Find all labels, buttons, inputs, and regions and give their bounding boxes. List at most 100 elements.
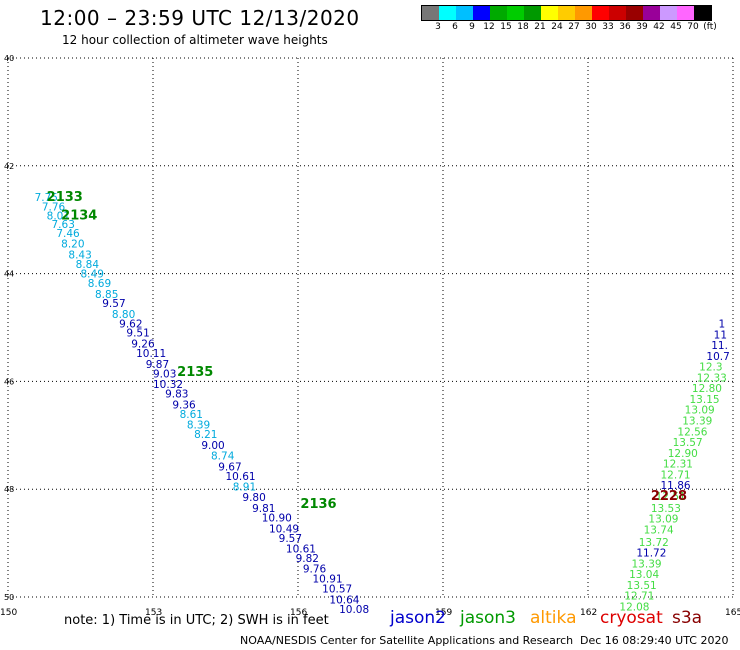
- wave-height-value: 10.61: [286, 543, 316, 555]
- longitude-tick-label: 159: [435, 608, 452, 618]
- latitude-tick-label: 40: [4, 54, 14, 63]
- latitude-tick-label: 48: [4, 485, 14, 494]
- color-scale-label: 39: [636, 22, 648, 32]
- wave-height-value: 11.: [711, 340, 728, 352]
- latitude-tick-label: 46: [4, 377, 14, 386]
- wave-height-value: 9.57: [279, 533, 302, 545]
- axis-ticks: 150 153 156 159 162 165 40 42 44 46 48 50: [0, 54, 740, 618]
- wave-height-value: 10.7: [706, 351, 729, 363]
- longitude-tick-label: 162: [580, 608, 597, 618]
- color-swatch: [507, 6, 524, 20]
- track-label: 2134: [61, 209, 97, 224]
- longitude-tick-label: 156: [290, 608, 307, 618]
- color-swatch: [439, 6, 456, 20]
- satellite-legend-item: cryosat: [600, 608, 663, 628]
- wave-height-value: 9.57: [102, 298, 125, 310]
- wave-height-value: 10.61: [226, 471, 256, 483]
- wave-height-value: 13.51: [627, 580, 657, 592]
- color-scale-label: 24: [551, 22, 563, 32]
- satellite-legend-item: jason3: [460, 608, 516, 628]
- wave-height-value: 13.09: [648, 514, 678, 526]
- wave-height-value: 9.51: [126, 328, 149, 340]
- track-label: 2133: [47, 190, 83, 205]
- credit-text: NOAA/NESDIS Center for Satellite Applica…: [240, 634, 574, 647]
- color-swatch: [473, 6, 490, 20]
- color-scale-label: 12: [483, 22, 495, 32]
- color-scale-label: 42: [653, 22, 665, 32]
- color-swatch: [694, 6, 711, 20]
- wave-height-value: 8.39: [187, 419, 210, 431]
- wave-height-value: 12.33: [697, 372, 727, 384]
- wave-height-value: 10.90: [262, 513, 292, 525]
- latitude-tick-label: 44: [4, 270, 14, 279]
- wave-height-value: 12.31: [663, 459, 693, 471]
- wave-height-value: 13.53: [651, 503, 681, 515]
- wave-height-value: 8.84: [76, 259, 100, 271]
- wave-height-value: 11.86: [661, 480, 691, 492]
- wave-height-value: 8.91: [233, 481, 256, 493]
- track-label: 2136: [300, 497, 336, 512]
- wave-height-value: 10.64: [329, 594, 359, 606]
- color-swatch: [575, 6, 592, 20]
- color-swatch: [541, 6, 558, 20]
- color-scale-label: 33: [602, 22, 614, 32]
- color-scale-label: (ft): [703, 22, 717, 32]
- color-scale: [421, 5, 712, 21]
- wave-height-value: 8.49: [81, 268, 104, 280]
- wave-height-value: 11.72: [636, 548, 666, 560]
- track-label: 2228: [651, 489, 687, 504]
- map-grid: [7, 57, 734, 598]
- color-scale-label: 6: [452, 22, 458, 32]
- wave-height-value: 10.57: [322, 584, 352, 596]
- wave-height-value: 12.90: [668, 448, 698, 460]
- color-scale-label: 21: [534, 22, 546, 32]
- page-title: 12:00 – 23:59 UTC 12/13/2020: [40, 6, 360, 30]
- satellite-legend-item: jason2: [390, 608, 446, 628]
- color-scale-label: 30: [585, 22, 597, 32]
- wave-height-value: 10.91: [313, 573, 343, 585]
- longitude-tick-label: 165: [725, 608, 740, 618]
- latitude-tick-label: 42: [4, 162, 14, 171]
- color-swatch: [422, 6, 439, 20]
- wave-height-value: 9.00: [201, 440, 224, 452]
- wave-height-value: 12.51: [656, 491, 686, 503]
- wave-height-value: 13.74: [644, 524, 674, 536]
- satellite-legend-item: altika: [530, 608, 577, 628]
- timestamp-text: Dec 16 08:29:40 UTC 2020: [580, 634, 729, 647]
- wave-height-value: 8.69: [88, 278, 111, 290]
- wave-height-value: 12.71: [624, 591, 654, 603]
- color-swatch: [490, 6, 507, 20]
- footer-note: note: 1) Time is in UTC; 2) SWH is in fe…: [64, 613, 329, 628]
- longitude-tick-label: 153: [145, 608, 162, 618]
- color-scale-label: 9: [469, 22, 475, 32]
- wave-height-value: 7.46: [56, 228, 80, 240]
- color-scale-label: 27: [568, 22, 580, 32]
- color-scale-label: 45: [670, 22, 682, 32]
- wave-height-value: 7.75: [35, 192, 58, 204]
- wave-height-value: 8.61: [180, 409, 203, 421]
- color-swatch: [643, 6, 660, 20]
- wave-height-value: 13.39: [632, 558, 662, 570]
- color-swatch: [660, 6, 677, 20]
- wave-height-value: 12.3: [699, 362, 722, 374]
- wave-height-value: 13.15: [690, 394, 720, 406]
- wave-height-value: 9.67: [218, 461, 241, 473]
- latitude-tick-label: 50: [4, 593, 14, 602]
- wave-height-value: 1: [719, 319, 726, 331]
- wave-height-value: 10.32: [153, 379, 183, 391]
- color-swatch: [524, 6, 541, 20]
- page-subtitle: 12 hour collection of altimeter wave hei…: [62, 33, 328, 47]
- track-labels: 2133 2134 2135 2136 2228: [47, 190, 687, 512]
- satellite-legend-item: s3a: [672, 608, 703, 628]
- wave-height-value: 7.76: [42, 202, 66, 214]
- wave-height-value: 10.08: [339, 604, 369, 616]
- color-swatch: [558, 6, 575, 20]
- color-scale-label: 3: [435, 22, 441, 32]
- color-scale-label: 70: [687, 22, 699, 32]
- wave-height-value: 12.71: [661, 469, 691, 481]
- wave-height-value: 13.39: [682, 416, 712, 428]
- wave-height-value: 9.83: [165, 389, 188, 401]
- wave-height-value: 8.01: [47, 211, 70, 223]
- wave-height-value: 13.09: [685, 405, 715, 417]
